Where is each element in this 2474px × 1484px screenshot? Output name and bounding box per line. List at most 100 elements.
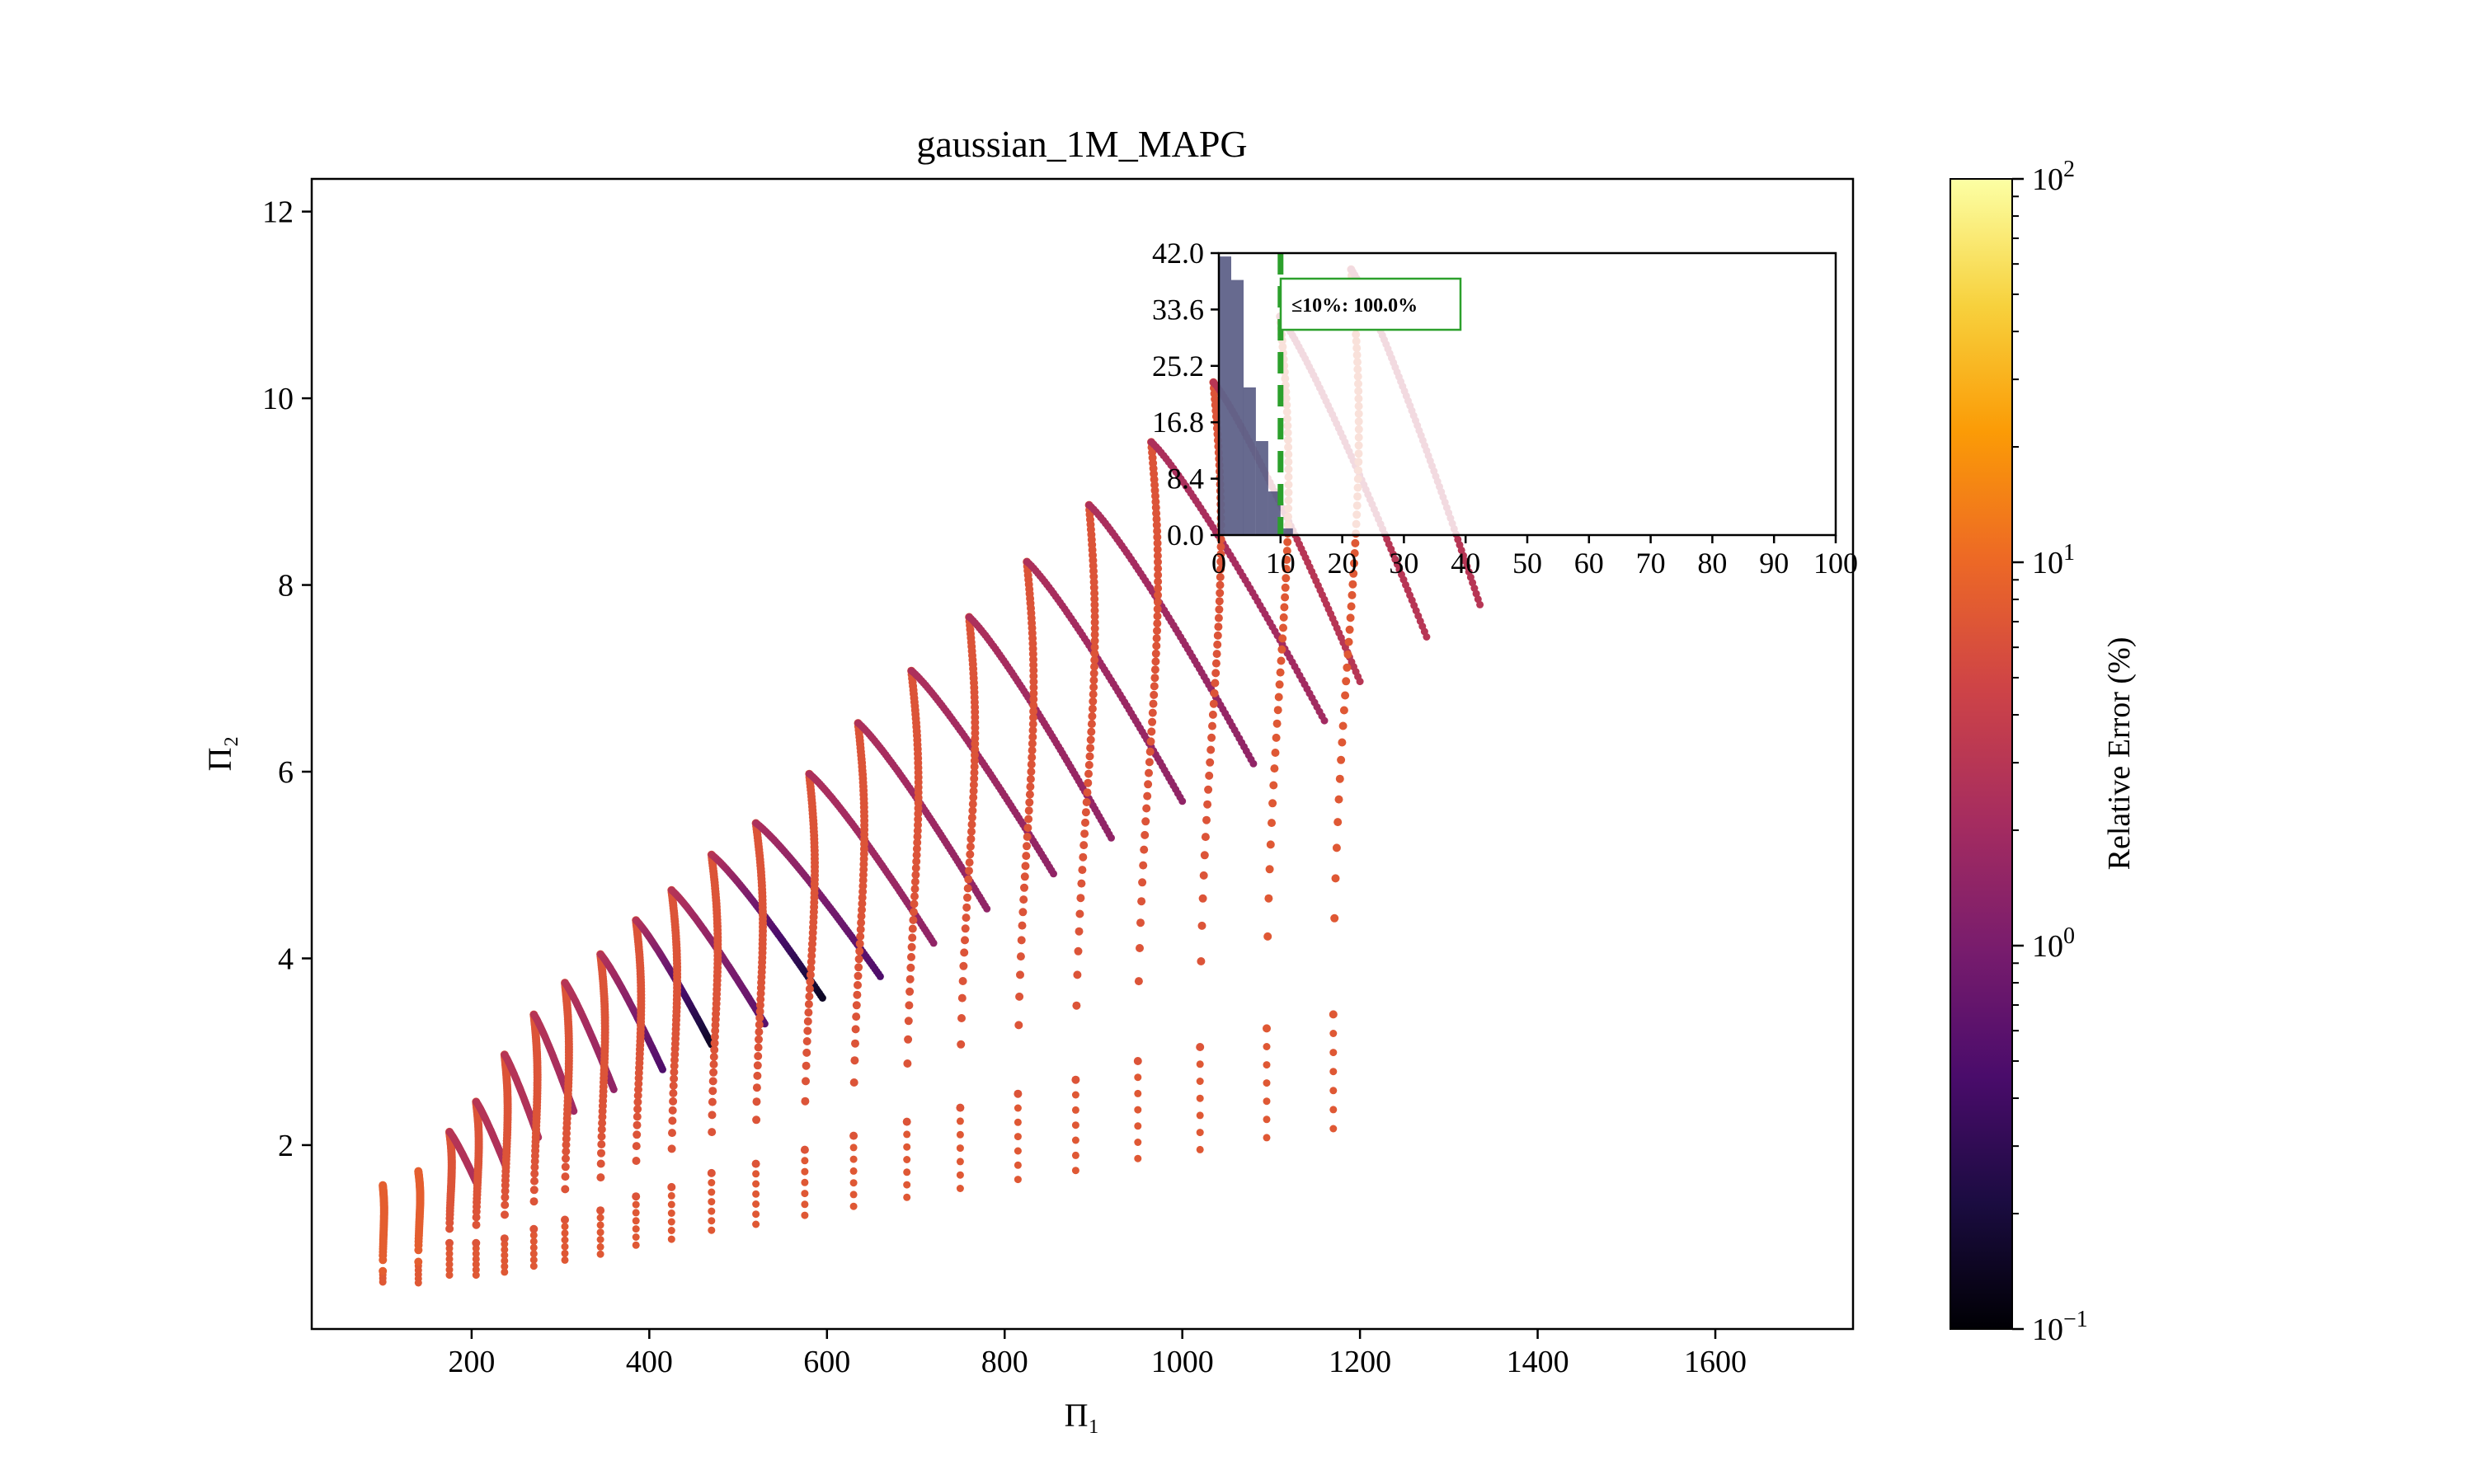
data-point <box>849 1078 858 1087</box>
data-point <box>1152 641 1161 650</box>
data-point <box>561 1172 570 1181</box>
data-point <box>1137 897 1146 906</box>
data-point <box>472 1250 480 1258</box>
data-point <box>1014 1147 1022 1155</box>
data-point <box>1078 866 1087 875</box>
data-point <box>1282 574 1291 583</box>
data-point <box>1282 565 1291 573</box>
data-point <box>529 1256 538 1264</box>
data-point <box>562 1140 571 1149</box>
data-point <box>910 885 920 894</box>
data-point <box>1088 704 1097 713</box>
data-point <box>804 1008 813 1017</box>
series-family <box>632 916 716 1249</box>
data-point <box>1268 799 1277 808</box>
data-point <box>1029 707 1038 716</box>
series-family <box>561 979 618 1264</box>
data-point <box>1269 781 1278 790</box>
data-point <box>857 912 866 921</box>
data-point <box>1015 992 1024 1001</box>
data-point <box>1150 682 1159 691</box>
inset-y-tick-label: 25.2 <box>1152 350 1204 383</box>
data-point <box>1136 944 1144 952</box>
data-point <box>633 1130 642 1139</box>
x-tick-label: 1000 <box>1151 1345 1214 1379</box>
data-point <box>562 1147 571 1156</box>
data-point <box>501 1268 509 1276</box>
data-point <box>1320 716 1329 725</box>
data-point <box>633 1091 642 1100</box>
y-axis-label: Π₂ <box>201 736 238 772</box>
data-point <box>1154 571 1163 580</box>
data-point <box>910 892 919 901</box>
data-point <box>1263 1043 1271 1050</box>
data-point <box>1090 594 1099 603</box>
data-point <box>905 974 915 984</box>
data-point <box>1071 1091 1079 1099</box>
data-point <box>1208 721 1216 730</box>
data-point <box>1027 760 1036 769</box>
data-point <box>1216 557 1225 566</box>
chart-title: gaussian_1M_MAPG <box>916 123 1247 165</box>
data-point <box>903 1130 911 1139</box>
data-point <box>598 1119 607 1128</box>
data-point <box>1077 879 1086 888</box>
data-point <box>1272 719 1282 728</box>
data-point <box>959 961 968 970</box>
data-point <box>1017 936 1026 945</box>
data-point <box>1263 1024 1271 1033</box>
data-point <box>1263 1115 1271 1124</box>
data-point <box>1216 580 1225 589</box>
data-point <box>1134 1106 1142 1114</box>
data-point <box>570 1107 578 1115</box>
data-point <box>708 1226 716 1234</box>
data-point <box>633 1105 642 1114</box>
data-point <box>1028 746 1037 755</box>
data-point <box>1082 798 1091 806</box>
data-point <box>1345 625 1354 634</box>
data-point <box>1148 708 1157 717</box>
data-point <box>1071 1106 1079 1114</box>
data-point <box>669 1089 678 1097</box>
data-point <box>472 1220 481 1229</box>
colorbar-tick-label: 101 <box>2032 540 2075 580</box>
data-point <box>1348 590 1357 599</box>
data-point <box>529 1197 539 1206</box>
data-point <box>632 1233 640 1241</box>
data-point <box>445 1261 454 1269</box>
data-point <box>561 1249 569 1257</box>
colorbar-gradient <box>1950 178 2013 1330</box>
data-point <box>1196 1043 1205 1051</box>
data-point <box>1025 798 1034 807</box>
series-family <box>1014 557 1187 1184</box>
data-point <box>1086 735 1095 744</box>
data-point <box>1150 665 1159 674</box>
data-point <box>849 1202 858 1210</box>
data-point <box>1014 1104 1022 1112</box>
data-point <box>853 990 862 999</box>
data-point <box>752 1170 760 1178</box>
inset-x-tick-label: 90 <box>1759 547 1789 580</box>
data-point <box>1153 619 1162 628</box>
series-family <box>472 1097 510 1280</box>
data-point <box>1089 669 1098 678</box>
data-point <box>667 1191 675 1200</box>
data-point <box>752 1200 760 1208</box>
data-point <box>1273 706 1282 715</box>
data-point <box>1151 649 1160 658</box>
data-point <box>709 1052 718 1061</box>
data-point <box>1134 1073 1142 1082</box>
data-point <box>1198 894 1207 903</box>
data-point <box>969 787 978 796</box>
data-point <box>597 1148 605 1158</box>
data-point <box>805 984 814 993</box>
data-point <box>501 1256 509 1265</box>
inset-bars <box>1219 256 1293 535</box>
x-axis: 200 400 600 800 1000 1200 1400 1600 <box>448 1329 1747 1379</box>
data-point <box>709 1068 718 1077</box>
data-point <box>956 1117 964 1125</box>
data-point <box>1146 737 1155 746</box>
data-point <box>967 820 976 829</box>
data-point <box>1154 557 1162 566</box>
inset-x-tick-label: 100 <box>1813 547 1858 580</box>
